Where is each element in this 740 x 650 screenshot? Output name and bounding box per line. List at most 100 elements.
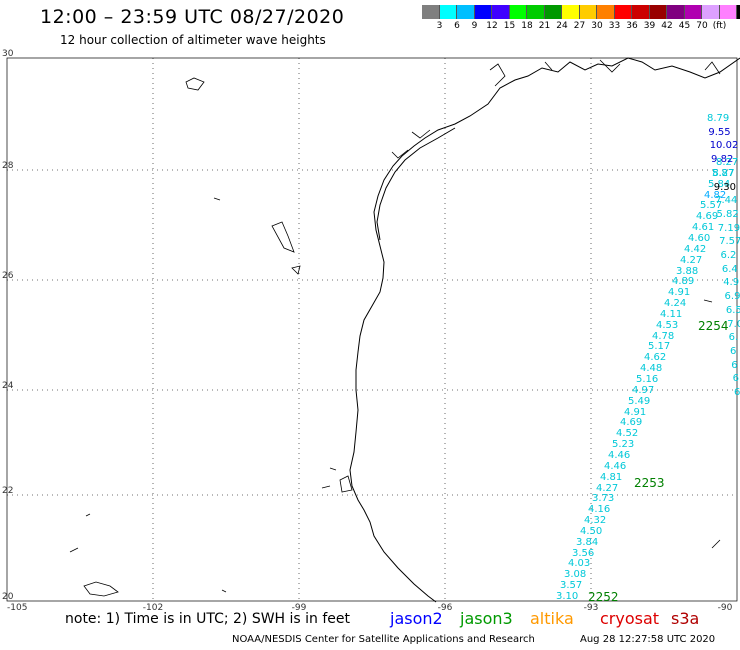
- colorbar-swatch: [579, 5, 597, 19]
- swh-value: 4.24: [664, 298, 687, 310]
- colorbar-swatch: [649, 5, 667, 19]
- colorbar-label: 9: [471, 21, 478, 31]
- swh-value: 4.60: [688, 232, 711, 244]
- swh-value: 6: [729, 345, 737, 357]
- colorbar-label: 70: [696, 21, 708, 31]
- swh-value: 6: [731, 359, 738, 371]
- swh-value: 6.5: [725, 304, 740, 316]
- legend-s3a: s3a: [671, 609, 700, 628]
- colorbar-label: 36: [626, 21, 638, 31]
- colorbar-swatch: [474, 5, 492, 19]
- swh-value: 4.27: [680, 254, 703, 266]
- texas-coastline: [349, 57, 740, 603]
- swh-value: 6: [734, 387, 740, 398]
- swh-value: 5.23: [612, 439, 635, 451]
- colorbar-swatch: [562, 5, 580, 19]
- colorbar-label: 45: [678, 21, 691, 31]
- colorbar-swatch: [684, 5, 702, 19]
- colorbar-swatch: [422, 5, 440, 19]
- colorbar-label: 39: [643, 21, 656, 31]
- swh-value: 3.88: [676, 265, 699, 277]
- colorbar-swatch: [544, 5, 562, 19]
- legend-jason3: jason3: [460, 609, 513, 628]
- swh-value: 4.81: [600, 471, 623, 483]
- lat-tick-label: 24: [2, 381, 14, 391]
- barrier-island: [376, 127, 456, 241]
- swh-value: 9.82: [711, 154, 734, 166]
- track-id-label: 2253: [634, 476, 665, 490]
- colorbar-swatch: [439, 5, 457, 19]
- swh-value: 4.91: [668, 287, 691, 299]
- swh-value: 8.27: [712, 167, 735, 179]
- colorbar-swatch: [527, 5, 545, 19]
- colorbar-swatch: [597, 5, 615, 19]
- map-title: 12:00 – 23:59 UTC 08/27/2020: [40, 6, 345, 28]
- lon-tick-label: -96: [438, 603, 453, 613]
- colorbar-swatch: [614, 5, 632, 19]
- lat-lon-grid: [7, 58, 737, 601]
- map-frame: [6, 57, 738, 602]
- lon-tick-label: -93: [584, 603, 599, 613]
- swh-value: 4.69: [620, 417, 643, 429]
- lat-tick-label: 30: [2, 49, 14, 59]
- swh-value: 3.56: [572, 547, 595, 559]
- swh-value: 4.91: [624, 406, 647, 418]
- swh-value: 7.44: [715, 195, 738, 207]
- lon-tick-label: -102: [143, 603, 163, 613]
- lon-tick-label: -99: [292, 603, 307, 613]
- lat-tick-label: 20: [2, 592, 14, 602]
- colorbar-swatch: [719, 5, 737, 19]
- colorbar-swatch: [702, 5, 720, 19]
- colorbar-label: 33: [608, 21, 621, 31]
- swh-value: 3.73: [592, 493, 615, 505]
- swh-value: 4.48: [640, 363, 663, 375]
- lat-tick-label: 22: [2, 486, 13, 496]
- swh-value: 5.17: [648, 341, 671, 353]
- swh-value: 4.69: [696, 211, 719, 223]
- colorbar-labels: 3 6 9 12 15 18 21 24 27 30 33 36 39 42 45 70 (ft): [422, 21, 740, 33]
- colorbar-label: 42: [661, 21, 673, 31]
- inland-lakes: [69, 77, 721, 597]
- swh-value: 3.84: [576, 536, 599, 548]
- swh-value: 4.97: [632, 384, 655, 396]
- colorbar-swatch: [667, 5, 685, 19]
- track-id-label: 2254: [698, 319, 729, 333]
- swh-value: 6.4: [721, 263, 738, 275]
- legend-jason2: jason2: [390, 609, 443, 628]
- colorbar-label: 30: [591, 21, 603, 31]
- swh-value: 4.03: [568, 558, 591, 570]
- colorbar-label: (ft): [712, 21, 727, 31]
- swh-value: 4.9: [723, 277, 740, 289]
- footer-credit: NOAA/NESDIS Center for Satellite Applica…: [232, 634, 535, 645]
- swh-value: 5.57: [700, 200, 723, 212]
- lat-tick-label: 26: [2, 271, 14, 281]
- swh-value: 7.0: [727, 318, 740, 330]
- swh-value: 4.16: [588, 504, 611, 516]
- swh-value: 5.87: [712, 167, 735, 179]
- colorbar-swatch: [737, 5, 740, 19]
- swh-value: 8.79: [707, 113, 730, 124]
- swh-value: 4.61: [692, 222, 715, 234]
- colorbar-label: 21: [538, 21, 551, 31]
- track-id-label: 2252: [588, 590, 619, 604]
- swh-value: 9.55: [708, 126, 731, 138]
- swh-value: 3.57: [560, 580, 583, 592]
- colorbar-label: 24: [556, 21, 568, 31]
- colorbar-label: 15: [503, 21, 516, 31]
- swh-value: 4.46: [608, 449, 631, 461]
- swh-value: 4.89: [672, 276, 695, 288]
- colorbar-label: 12: [486, 21, 498, 31]
- swh-value: 5.84: [708, 178, 731, 190]
- swh-value: 5.82: [716, 208, 739, 220]
- colorbar-swatch: [492, 5, 510, 19]
- swh-value: 3.10: [556, 591, 579, 602]
- swh-value: 9.30: [713, 181, 737, 193]
- swh-value: 4.78: [652, 330, 675, 342]
- swh-value: 4.62: [644, 352, 667, 364]
- map-subtitle: 12 hour collection of altimeter wave hei…: [60, 33, 326, 47]
- swh-value: 4.46: [604, 460, 627, 472]
- swh-value: 4.11: [660, 308, 683, 320]
- swh-value: 6.: [728, 332, 739, 344]
- lon-tick-label: -90: [718, 603, 733, 613]
